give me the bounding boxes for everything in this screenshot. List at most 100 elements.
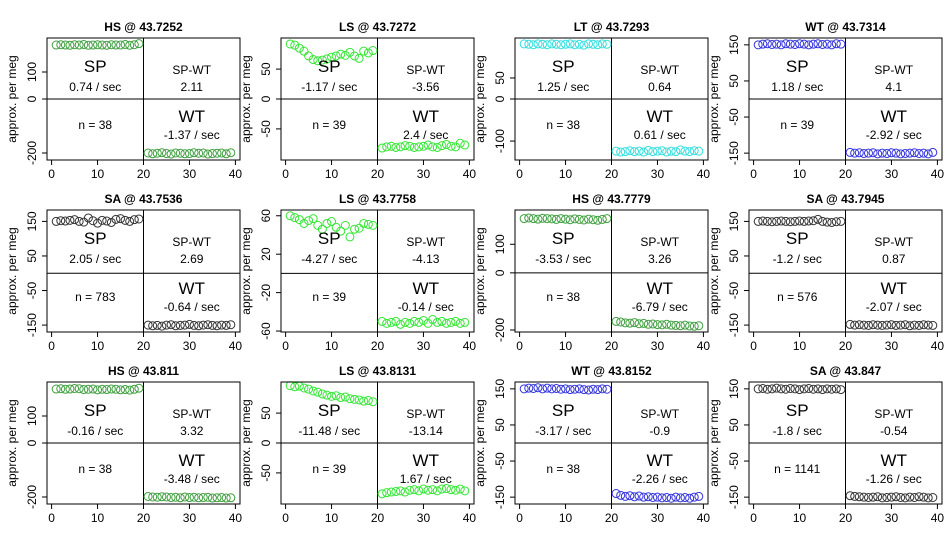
point	[111, 384, 121, 394]
point	[198, 320, 208, 330]
point	[93, 40, 103, 50]
point	[171, 321, 181, 331]
point	[790, 216, 800, 226]
point	[776, 216, 786, 226]
point	[524, 383, 534, 393]
point	[70, 383, 80, 393]
point	[111, 40, 121, 50]
annotation: 1.25 / sec	[537, 80, 589, 94]
x-tick-label: 30	[651, 167, 665, 181]
point	[625, 318, 635, 328]
point	[772, 383, 782, 393]
panel-title: LS @ 43.7758	[339, 192, 416, 206]
point	[382, 318, 392, 328]
point	[382, 488, 392, 498]
point	[143, 320, 153, 330]
point	[579, 215, 589, 225]
point	[547, 39, 557, 49]
plot-frame	[280, 209, 475, 333]
y-axis-label: approx. per meg	[707, 399, 721, 486]
point	[620, 147, 630, 157]
point	[189, 492, 199, 502]
point	[648, 319, 658, 329]
point	[565, 385, 575, 395]
y-tick-label: 50	[727, 418, 741, 432]
point	[106, 40, 116, 50]
x-tick-label: 10	[793, 339, 807, 353]
point	[65, 40, 75, 50]
point	[616, 317, 626, 327]
point	[148, 321, 158, 331]
point	[919, 148, 929, 158]
annotation: SP-WT	[406, 235, 445, 249]
x-tick-label: 10	[559, 511, 573, 525]
point	[125, 216, 135, 226]
point	[308, 214, 318, 224]
point	[675, 145, 685, 155]
point	[60, 384, 70, 394]
point	[556, 384, 566, 394]
point	[923, 320, 933, 330]
point	[97, 384, 107, 394]
annotation: -3.53 / sec	[535, 252, 591, 266]
x-tick-label: 0	[516, 339, 523, 353]
y-tick-label: 150	[727, 35, 741, 55]
point	[753, 40, 763, 50]
y-tick-label: 150	[493, 379, 507, 399]
y-tick-label: 100	[25, 62, 39, 82]
panel: SA @ 43.847 approx. per meg 0 10 20 30 40 -150 -…	[707, 364, 944, 525]
x-tick-label: 20	[839, 339, 853, 353]
point	[441, 483, 451, 493]
point	[886, 320, 896, 330]
point	[405, 485, 415, 495]
point	[611, 489, 621, 499]
annotation: 3.32	[180, 424, 204, 438]
point	[524, 213, 534, 223]
point	[441, 318, 451, 328]
point	[900, 493, 910, 503]
point	[919, 492, 929, 502]
point	[602, 384, 612, 394]
x-tick-label: 0	[48, 339, 55, 353]
x-tick-label: 0	[282, 511, 289, 525]
annotation: SP	[786, 57, 809, 76]
x-tick-label: 30	[183, 511, 197, 525]
x-tick-label: 30	[651, 339, 665, 353]
point	[386, 487, 396, 497]
y-tick-label: 50	[493, 71, 507, 85]
point	[175, 148, 185, 158]
y-tick-label: -60	[259, 322, 273, 340]
point	[345, 394, 355, 404]
point	[519, 39, 529, 49]
point	[166, 149, 176, 159]
point	[795, 216, 805, 226]
point	[799, 216, 809, 226]
x-tick-label: 40	[931, 167, 945, 181]
point	[629, 147, 639, 157]
point	[359, 396, 369, 406]
point	[570, 384, 580, 394]
point	[528, 40, 538, 50]
panel: LT @ 43.7293 approx. per meg 0 10 20 30 40 -100…	[473, 20, 710, 181]
point	[418, 484, 428, 494]
point	[795, 385, 805, 395]
y-tick-label: 50	[259, 406, 273, 420]
point	[212, 321, 222, 331]
point	[671, 492, 681, 502]
point	[226, 320, 236, 330]
annotation: 4.1	[885, 80, 902, 94]
panel: HS @ 43.7252 approx. per meg 0 10 20 30 40 -200…	[5, 20, 242, 181]
point	[643, 492, 653, 502]
panel-title: HS @ 43.811	[108, 364, 179, 378]
point	[437, 316, 447, 326]
point	[818, 385, 828, 395]
point	[524, 39, 534, 49]
point	[928, 493, 938, 503]
panel: WT @ 43.8152 approx. per meg 0 10 20 30 40 -150…	[473, 364, 710, 525]
point	[859, 149, 869, 159]
point	[781, 216, 791, 226]
x-tick-label: 30	[885, 167, 899, 181]
point	[813, 39, 823, 49]
point	[428, 142, 438, 152]
point	[221, 493, 231, 503]
